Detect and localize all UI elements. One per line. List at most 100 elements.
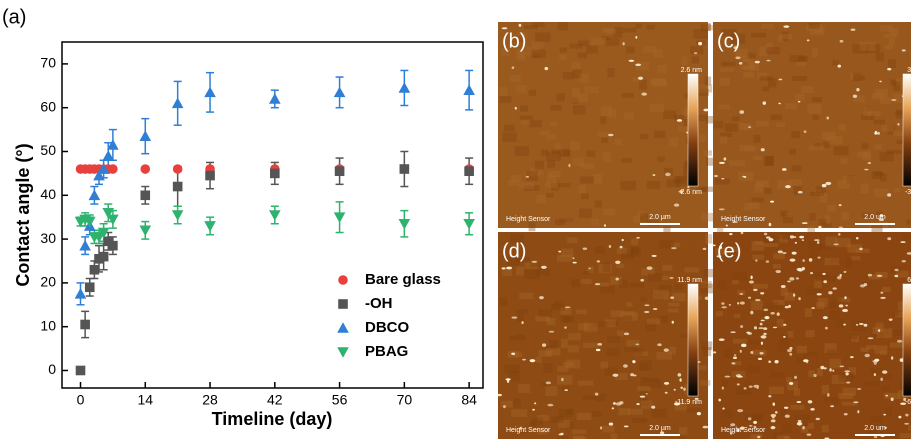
afm-feature	[600, 426, 602, 429]
afm-feature	[624, 425, 629, 427]
afm-feature	[712, 351, 716, 353]
afm-texture	[725, 123, 739, 131]
marker	[204, 221, 216, 232]
afm-feature	[609, 245, 612, 248]
afm-feature	[719, 162, 725, 164]
afm-texture	[755, 121, 769, 127]
afm-texture	[840, 158, 847, 164]
afm-texture	[572, 93, 588, 102]
afm-texture	[883, 374, 892, 379]
afm-texture	[786, 213, 793, 217]
afm-feature	[783, 324, 786, 326]
afm-texture	[722, 380, 728, 386]
afm-texture	[894, 188, 901, 192]
marker	[464, 166, 474, 176]
afm-feature	[635, 36, 637, 39]
afm-feature	[759, 352, 763, 355]
panel-label: (e)	[717, 240, 741, 262]
afm-texture	[906, 219, 911, 224]
afm-texture	[827, 349, 836, 354]
afm-feature	[630, 373, 634, 376]
afm-texture	[535, 161, 544, 170]
afm-texture	[611, 310, 623, 317]
panel-label: (c)	[717, 30, 740, 52]
afm-texture	[812, 97, 822, 102]
afm-feature	[809, 258, 813, 262]
afm-feature	[857, 410, 859, 413]
afm-feature	[798, 191, 803, 194]
afm-texture	[857, 151, 870, 157]
afm-feature	[823, 280, 827, 283]
afm-panel: 3.9-3.9(c)Height Sensor2.0 um	[713, 22, 911, 236]
afm-feature	[674, 389, 676, 391]
afm-feature	[829, 368, 832, 371]
afm-texture	[510, 336, 517, 340]
afm-texture	[557, 93, 565, 101]
legend-label: Bare glass	[365, 271, 441, 288]
afm-texture	[658, 65, 667, 73]
marker	[463, 219, 475, 230]
afm-feature	[741, 231, 744, 234]
afm-feature	[608, 134, 614, 137]
marker	[334, 212, 346, 223]
afm-feature	[638, 77, 643, 80]
afm-feature	[868, 337, 874, 339]
afm-texture	[744, 381, 753, 385]
afm-feature	[894, 269, 898, 271]
afm-feature	[868, 162, 872, 164]
afm-feature	[793, 293, 795, 296]
afm-feature	[880, 378, 883, 381]
afm-feature	[748, 126, 751, 128]
afm-texture	[735, 388, 750, 395]
afm-texture	[634, 348, 643, 355]
afm-texture	[643, 46, 656, 53]
afm-texture	[875, 88, 888, 97]
afm-texture	[836, 320, 843, 329]
afm-feature	[874, 359, 879, 361]
afm-feature	[665, 173, 671, 177]
afm-texture	[580, 177, 594, 184]
afm-feature	[758, 327, 763, 329]
afm-feature	[703, 248, 707, 250]
afm-feature	[522, 321, 524, 324]
figure: (a) Timeline (day) Contact angle (°) 010…	[0, 0, 911, 439]
afm-texture	[785, 103, 797, 109]
afm-feature	[721, 302, 725, 305]
afm-feature	[622, 42, 624, 45]
marker	[173, 182, 183, 192]
marker	[99, 252, 109, 262]
afm-feature	[754, 326, 757, 329]
afm-feature	[674, 204, 679, 207]
afm-feature	[761, 148, 765, 151]
afm-feature	[778, 250, 783, 253]
afm-texture	[853, 73, 861, 81]
afm-texture	[672, 293, 685, 301]
afm-texture	[626, 340, 639, 347]
afm-texture	[532, 42, 544, 48]
afm-feature	[783, 336, 786, 338]
x-tick-label: 42	[267, 392, 283, 408]
afm-feature	[564, 389, 568, 391]
afm-texture	[716, 311, 723, 317]
afm-feature	[771, 426, 776, 429]
afm-texture	[691, 57, 699, 64]
afm-feature	[530, 359, 536, 362]
afm-feature	[799, 236, 804, 239]
afm-texture	[498, 87, 507, 96]
afm-texture	[530, 263, 540, 267]
afm-feature	[719, 208, 725, 210]
afm-feature	[749, 385, 753, 387]
afm-feature	[844, 370, 850, 372]
afm-texture	[682, 56, 688, 65]
afm-feature	[761, 320, 765, 322]
afm-texture	[552, 150, 559, 154]
sensor-label: Height Sensor	[506, 427, 551, 434]
afm-texture	[654, 131, 665, 139]
afm-texture	[572, 62, 581, 69]
afm-texture	[769, 386, 784, 394]
afm-texture	[892, 311, 899, 316]
afm-feature	[747, 332, 752, 334]
afm-feature	[751, 276, 753, 280]
afm-feature	[760, 292, 764, 294]
afm-texture	[814, 281, 822, 289]
